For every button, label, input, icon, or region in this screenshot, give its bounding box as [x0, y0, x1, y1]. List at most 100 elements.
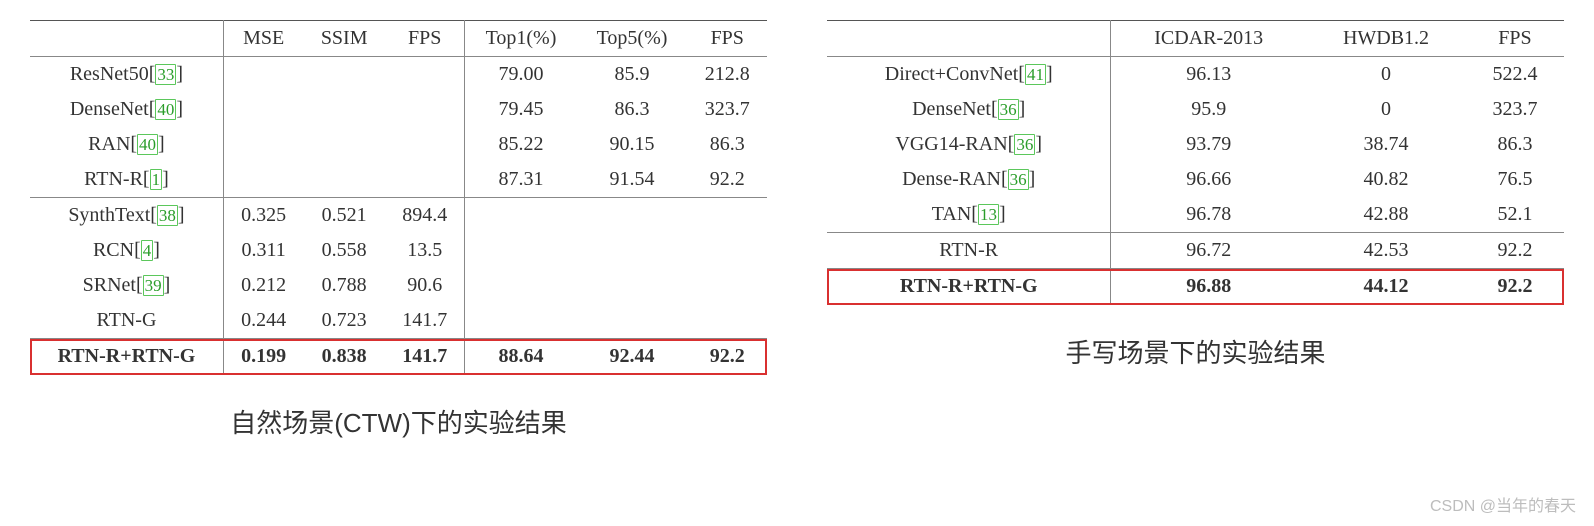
- citation-ref: 40: [137, 134, 158, 155]
- cell-ssim: 0.838: [303, 339, 385, 375]
- cell-mse: [223, 162, 303, 198]
- col-ssim: SSIM: [303, 21, 385, 57]
- right-panel: ICDAR-2013 HWDB1.2 FPS Direct+ConvNet[41…: [827, 20, 1564, 370]
- cell-ssim: [303, 162, 385, 198]
- cell-fps1: [385, 92, 465, 127]
- cell-fps2: [688, 268, 768, 303]
- cell-fps2: [688, 198, 768, 234]
- citation-ref: 38: [157, 205, 178, 226]
- table-row: Dense-RAN[36]96.6640.8276.5: [827, 162, 1564, 197]
- citation-ref: 40: [155, 99, 176, 120]
- citation-ref: 39: [143, 275, 164, 296]
- cell-method: Direct+ConvNet[41]: [827, 57, 1111, 93]
- cell-top5: [577, 233, 688, 268]
- cell-fps2: 212.8: [688, 57, 768, 93]
- cell-method: VGG14-RAN[36]: [827, 127, 1111, 162]
- table-header-row: MSE SSIM FPS Top1(%) Top5(%) FPS: [30, 21, 767, 57]
- citation-ref: 36: [1014, 134, 1035, 155]
- cell-fps2: 92.2: [688, 162, 768, 198]
- cell-top5: 85.9: [577, 57, 688, 93]
- col-mse: MSE: [223, 21, 303, 57]
- cell-mse: 0.244: [223, 303, 303, 339]
- right-caption: 手写场景下的实验结果: [827, 333, 1564, 370]
- cell-ssim: 0.558: [303, 233, 385, 268]
- cell-top5: 91.54: [577, 162, 688, 198]
- col-fps: FPS: [1466, 21, 1564, 57]
- cell-fps1: 141.7: [385, 339, 465, 375]
- cell-method: Dense-RAN[36]: [827, 162, 1111, 197]
- left-caption: 自然场景(CTW)下的实验结果: [30, 403, 767, 440]
- right-table: ICDAR-2013 HWDB1.2 FPS Direct+ConvNet[41…: [827, 20, 1564, 305]
- watermark: CSDN @当年的春天: [1430, 492, 1576, 516]
- cell-mse: 0.325: [223, 198, 303, 234]
- cell-c3: 92.2: [1466, 233, 1564, 269]
- cell-fps1: [385, 127, 465, 162]
- cell-method: RAN[40]: [30, 127, 223, 162]
- tables-container: MSE SSIM FPS Top1(%) Top5(%) FPS ResNet5…: [30, 20, 1564, 440]
- col-method: [30, 21, 223, 57]
- cell-ssim: [303, 127, 385, 162]
- col-fps1: FPS: [385, 21, 465, 57]
- cell-top1: 79.00: [465, 57, 577, 93]
- cell-top5: [577, 303, 688, 339]
- cell-c2: 44.12: [1306, 269, 1466, 305]
- table-row: RCN[4]0.3110.55813.5: [30, 233, 767, 268]
- cell-top1: 88.64: [465, 339, 577, 375]
- table-row: RAN[40]85.2290.1586.3: [30, 127, 767, 162]
- col-top1: Top1(%): [465, 21, 577, 57]
- cell-fps1: 894.4: [385, 198, 465, 234]
- cell-method: SRNet[39]: [30, 268, 223, 303]
- cell-top1: [465, 268, 577, 303]
- cell-c3: 323.7: [1466, 92, 1564, 127]
- table-row: RTN-G0.2440.723141.7: [30, 303, 767, 339]
- cell-ssim: [303, 57, 385, 93]
- cell-top5: 86.3: [577, 92, 688, 127]
- cell-c2: 38.74: [1306, 127, 1466, 162]
- cell-c3: 86.3: [1466, 127, 1564, 162]
- cell-fps2: 323.7: [688, 92, 768, 127]
- cell-c1: 96.88: [1111, 269, 1306, 305]
- cell-mse: 0.212: [223, 268, 303, 303]
- left-table-body: ResNet50[33]79.0085.9212.8DenseNet[40]79…: [30, 57, 767, 375]
- cell-method: RTN-R: [827, 233, 1111, 269]
- citation-ref: 36: [998, 99, 1019, 120]
- left-table: MSE SSIM FPS Top1(%) Top5(%) FPS ResNet5…: [30, 20, 767, 375]
- cell-ssim: 0.788: [303, 268, 385, 303]
- cell-c2: 0: [1306, 92, 1466, 127]
- table-row: VGG14-RAN[36]93.7938.7486.3: [827, 127, 1564, 162]
- col-method: [827, 21, 1111, 57]
- cell-method: SynthText[38]: [30, 198, 223, 234]
- cell-fps1: [385, 57, 465, 93]
- col-icdar: ICDAR-2013: [1111, 21, 1306, 57]
- cell-method: RTN-G: [30, 303, 223, 339]
- col-top5: Top5(%): [577, 21, 688, 57]
- cell-fps1: 90.6: [385, 268, 465, 303]
- cell-c3: 92.2: [1466, 269, 1564, 305]
- cell-fps1: 141.7: [385, 303, 465, 339]
- cell-c1: 96.66: [1111, 162, 1306, 197]
- col-fps2: FPS: [688, 21, 768, 57]
- cell-method: DenseNet[40]: [30, 92, 223, 127]
- cell-c1: 96.13: [1111, 57, 1306, 93]
- cell-c3: 522.4: [1466, 57, 1564, 93]
- table-row: DenseNet[40]79.4586.3323.7: [30, 92, 767, 127]
- cell-mse: 0.199: [223, 339, 303, 375]
- cell-method: RTN-R[1]: [30, 162, 223, 198]
- cell-c3: 76.5: [1466, 162, 1564, 197]
- cell-mse: 0.311: [223, 233, 303, 268]
- cell-c1: 93.79: [1111, 127, 1306, 162]
- cell-c1: 96.78: [1111, 197, 1306, 233]
- cell-top5: [577, 198, 688, 234]
- cell-ssim: 0.521: [303, 198, 385, 234]
- cell-top1: 87.31: [465, 162, 577, 198]
- cell-fps2: [688, 233, 768, 268]
- cell-top1: [465, 303, 577, 339]
- cell-top5: [577, 268, 688, 303]
- cell-method: RCN[4]: [30, 233, 223, 268]
- table-row: SRNet[39]0.2120.78890.6: [30, 268, 767, 303]
- right-table-body: Direct+ConvNet[41]96.130522.4DenseNet[36…: [827, 57, 1564, 305]
- table-row: Direct+ConvNet[41]96.130522.4: [827, 57, 1564, 93]
- cell-top5: 92.44: [577, 339, 688, 375]
- cell-top1: [465, 233, 577, 268]
- cell-c2: 42.53: [1306, 233, 1466, 269]
